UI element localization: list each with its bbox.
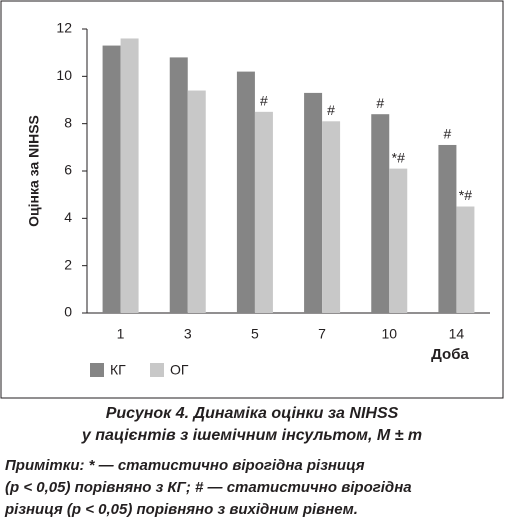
caption-line: Рисунок 4. Динаміка оцінки за NIHSS bbox=[106, 405, 399, 422]
x-tick-label: 10 bbox=[381, 326, 397, 342]
y-tick-label: 10 bbox=[56, 67, 72, 83]
bar bbox=[389, 168, 408, 313]
bar bbox=[322, 121, 341, 313]
bar bbox=[102, 45, 121, 314]
y-tick-label: 6 bbox=[64, 162, 72, 178]
legend-swatch bbox=[90, 363, 104, 377]
bar-note: # bbox=[327, 102, 335, 118]
x-tick-label: 5 bbox=[251, 326, 259, 342]
bar bbox=[456, 206, 475, 313]
bar bbox=[169, 57, 188, 314]
y-tick-label: 2 bbox=[64, 256, 72, 272]
frame bbox=[0, 0, 504, 399]
note-line: Примітки: * — статистично вірогідна різн… bbox=[5, 457, 365, 474]
bar bbox=[236, 71, 255, 313]
y-tick-label: 0 bbox=[64, 304, 72, 320]
x-tick-label: 1 bbox=[117, 326, 125, 342]
bar bbox=[438, 144, 457, 313]
note-line: (p < 0,05) порівняно з КГ; # — статистич… bbox=[5, 479, 412, 496]
bar bbox=[120, 38, 139, 313]
note-line: різниця (p < 0,05) порівняно з вихідним … bbox=[4, 501, 358, 518]
bar-note: # bbox=[260, 93, 268, 109]
bar-note: # bbox=[376, 95, 384, 111]
bar-note: # bbox=[444, 126, 452, 142]
caption-line: у пацієнтів з ішемічним інсультом, M ± m bbox=[81, 427, 422, 444]
bar bbox=[254, 111, 273, 313]
bar-note: *# bbox=[459, 187, 472, 203]
legend-swatch bbox=[150, 363, 164, 377]
bar bbox=[304, 92, 323, 314]
x-axis-title: Доба bbox=[431, 346, 469, 363]
y-tick-label: 8 bbox=[64, 114, 72, 130]
bar bbox=[187, 90, 206, 314]
x-tick-label: 14 bbox=[449, 326, 465, 342]
legend-label: ОГ bbox=[170, 362, 189, 378]
y-tick-label: 12 bbox=[56, 20, 72, 36]
y-axis-title: Оцінка за NIHSS bbox=[26, 115, 42, 227]
y-tick-label: 4 bbox=[64, 209, 72, 225]
bar-note: *# bbox=[392, 149, 405, 165]
legend-label: КГ bbox=[110, 362, 126, 378]
bar bbox=[371, 114, 390, 313]
x-tick-label: 7 bbox=[318, 326, 326, 342]
x-tick-label: 3 bbox=[184, 326, 192, 342]
